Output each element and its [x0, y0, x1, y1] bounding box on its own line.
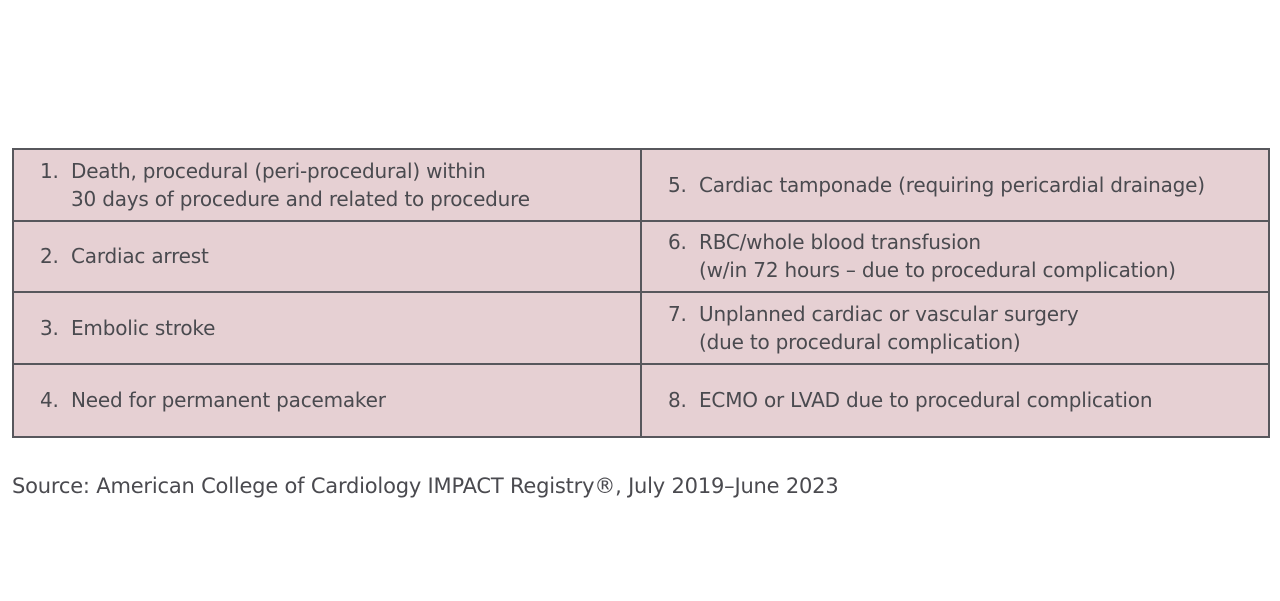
item-text: Death, procedural (peri-procedural) with… — [71, 157, 530, 213]
item-text: Cardiac tamponade (requiring pericardial… — [699, 171, 1205, 199]
table-cell-6: 6. RBC/whole blood transfusion (w/in 72 … — [642, 222, 1268, 293]
item-text-line: RBC/whole blood transfusion — [699, 230, 981, 255]
item-text-line: 30 days of procedure and related to proc… — [71, 186, 530, 211]
table-cell-3: 3. Embolic stroke — [14, 293, 642, 365]
item-text-line: Death, procedural (peri-procedural) with… — [71, 158, 486, 183]
item-text-line: (due to procedural complication) — [699, 329, 1021, 354]
item-text: Cardiac arrest — [71, 242, 209, 270]
item-text-line: Embolic stroke — [71, 315, 216, 340]
item-number: 2. — [40, 244, 59, 269]
table-cell-5: 5. Cardiac tamponade (requiring pericard… — [642, 150, 1268, 222]
item-text-line: Cardiac tamponade (requiring pericardial… — [699, 172, 1205, 197]
list-item: 6. RBC/whole blood transfusion (w/in 72 … — [668, 228, 1176, 284]
list-item: 3. Embolic stroke — [40, 314, 215, 342]
list-item: 5. Cardiac tamponade (requiring pericard… — [668, 171, 1205, 199]
item-text-line: ECMO or LVAD due to procedural complicat… — [699, 388, 1153, 413]
item-number: 8. — [668, 388, 687, 413]
table-cell-4: 4. Need for permanent pacemaker — [14, 364, 642, 436]
list-item: 1. Death, procedural (peri-procedural) w… — [40, 157, 530, 213]
source-note: Source: American College of Cardiology I… — [12, 474, 839, 498]
list-item: 2. Cardiac arrest — [40, 242, 209, 270]
list-item: 7. Unplanned cardiac or vascular surgery… — [668, 300, 1079, 356]
item-number: 1. — [40, 158, 59, 183]
table-cell-7: 7. Unplanned cardiac or vascular surgery… — [642, 293, 1268, 365]
item-text-line: (w/in 72 hours – due to procedural compl… — [699, 258, 1176, 283]
table-cell-2: 2. Cardiac arrest — [14, 221, 642, 293]
item-text: Unplanned cardiac or vascular surgery (d… — [699, 300, 1079, 356]
item-text: Embolic stroke — [71, 314, 215, 342]
list-item: 8. ECMO or LVAD due to procedural compli… — [668, 386, 1152, 414]
item-text-line: Unplanned cardiac or vascular surgery — [699, 301, 1079, 326]
table-cell-8: 8. ECMO or LVAD due to procedural compli… — [642, 365, 1268, 437]
item-number: 7. — [668, 301, 687, 326]
item-number: 4. — [40, 388, 59, 413]
item-text: ECMO or LVAD due to procedural complicat… — [699, 386, 1152, 414]
item-number: 6. — [668, 230, 687, 255]
item-number: 3. — [40, 315, 59, 340]
item-text-line: Need for permanent pacemaker — [71, 388, 386, 413]
table-cell-1: 1. Death, procedural (peri-procedural) w… — [14, 150, 642, 222]
item-number: 5. — [668, 172, 687, 197]
list-item: 4. Need for permanent pacemaker — [40, 386, 386, 414]
item-text-line: Cardiac arrest — [71, 244, 209, 269]
item-text: Need for permanent pacemaker — [71, 386, 386, 414]
complications-table: 1. Death, procedural (peri-procedural) w… — [12, 148, 1270, 438]
item-text: RBC/whole blood transfusion (w/in 72 hou… — [699, 228, 1176, 284]
